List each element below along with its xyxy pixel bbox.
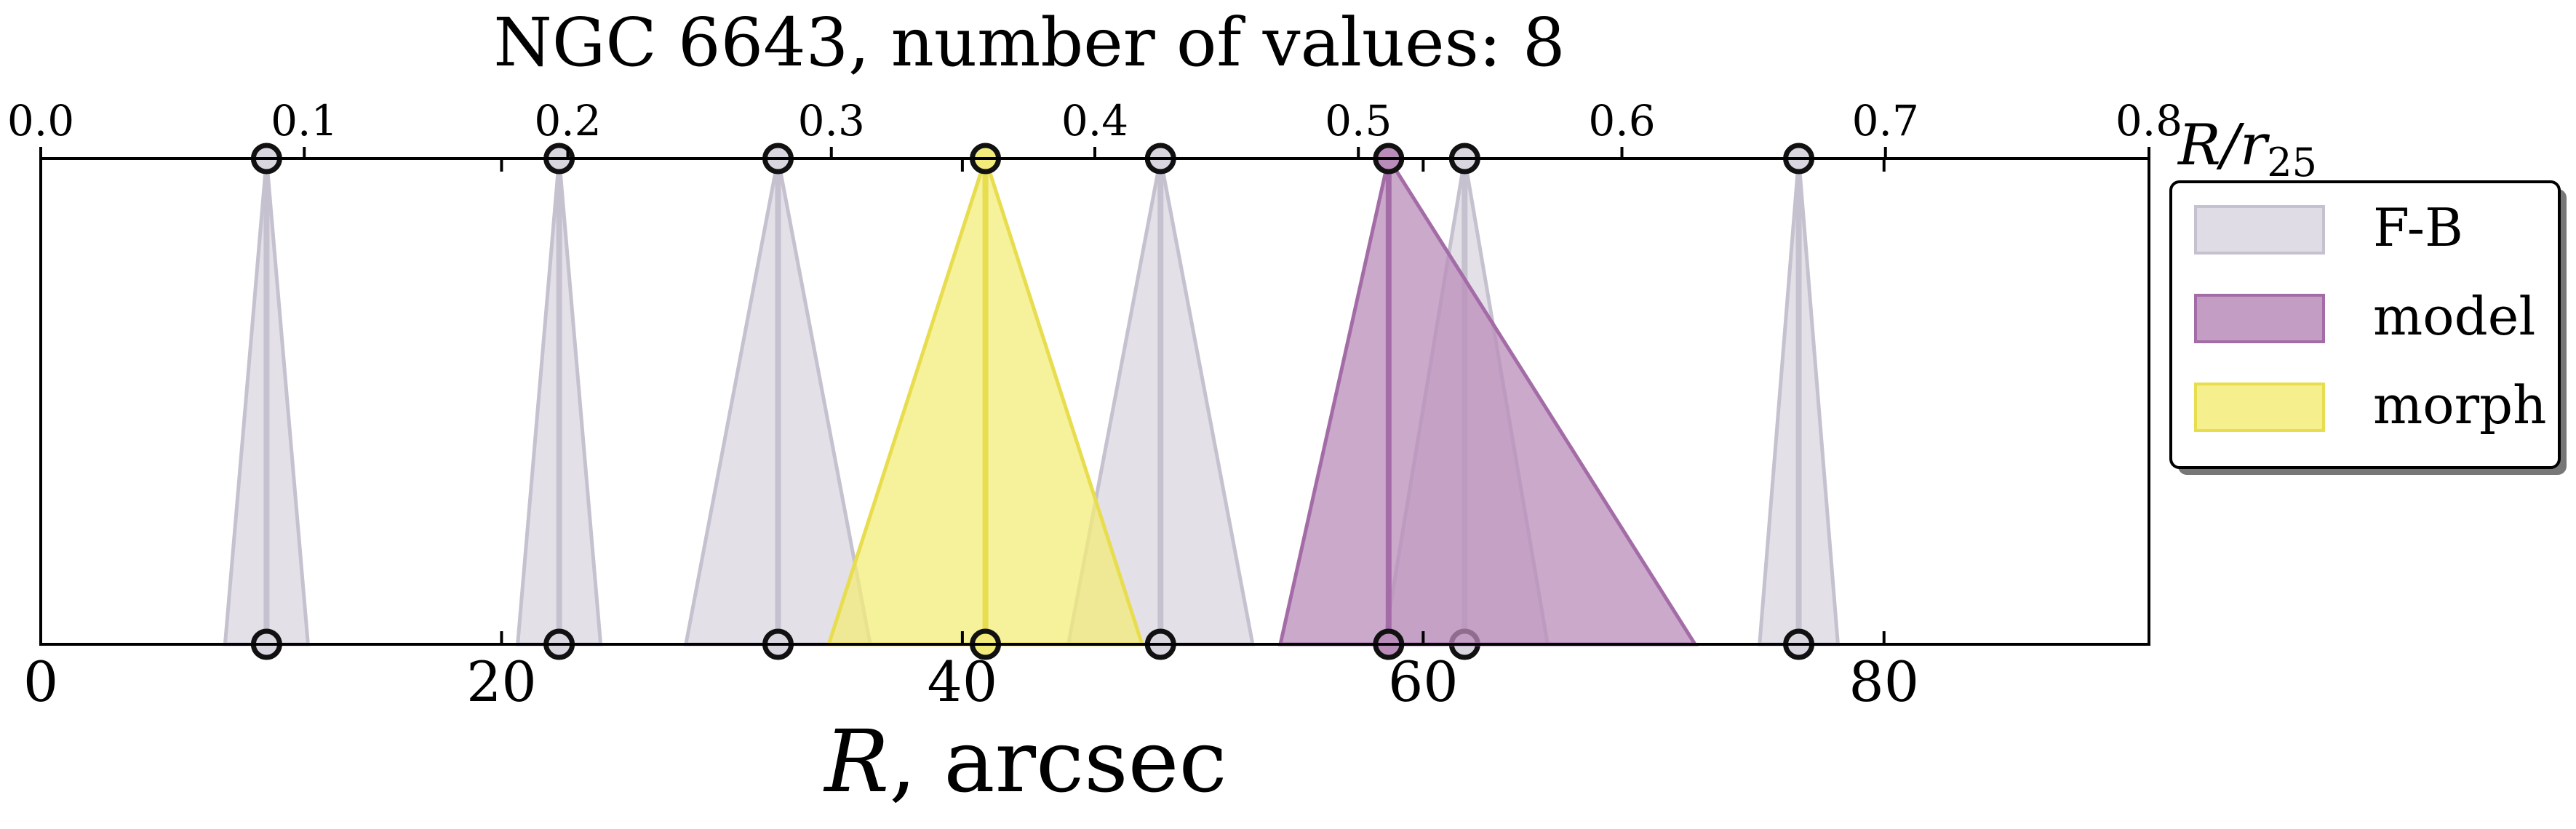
legend-swatch-model (2194, 294, 2325, 343)
top-tick-label-0.4: 0.4 (1061, 96, 1128, 145)
top-tick-label-0.0: 0.0 (7, 96, 74, 145)
top-tick-label-0.6: 0.6 (1588, 96, 1655, 145)
triangle-model-0 (1277, 153, 1699, 646)
legend-label-model: model (2373, 286, 2535, 347)
interval-F-B-0 (223, 143, 311, 660)
marks-layer (223, 143, 1841, 660)
bottom-tick-label-40: 40 (928, 649, 998, 714)
legend: F-B model morph (2169, 180, 2567, 475)
legend-label-morph: morph (2373, 375, 2547, 436)
interval-F-B-1 (515, 143, 603, 660)
top-tick-label-0.2: 0.2 (534, 96, 601, 145)
x-axis-label: R, arcsec (823, 711, 1227, 812)
legend-label-F-B: F-B (2373, 197, 2463, 258)
top-axis-label: R/r25 (2177, 113, 2317, 185)
top-tick-label-0.8: 0.8 (2116, 96, 2182, 145)
legend-swatch-F-B (2194, 205, 2325, 255)
top-tick-label-0.7: 0.7 (1852, 96, 1919, 145)
interval-F-B-5 (1758, 143, 1841, 660)
bottom-tick-label-0: 0 (23, 649, 58, 714)
legend-swatch-morph (2194, 383, 2325, 432)
bottom-axis: 0 20 40 60 80 (23, 159, 1919, 714)
top-axis: 0.0 0.1 0.2 0.3 0.4 0.5 0.6 0.7 0.8 (7, 96, 2182, 159)
chart-title: NGC 6643, number of values: 8 (493, 4, 1565, 81)
interval-F-B-2 (683, 143, 873, 660)
interval-model-0 (1277, 143, 1699, 660)
top-tick-label-0.1: 0.1 (271, 96, 338, 145)
bottom-tick-label-60: 60 (1388, 649, 1459, 714)
bottom-tick-label-80: 80 (1849, 649, 1919, 714)
top-tick-label-0.5: 0.5 (1325, 96, 1392, 145)
bottom-tick-label-20: 20 (466, 649, 537, 714)
interval-morph-0 (826, 143, 1145, 660)
top-tick-label-0.3: 0.3 (798, 96, 865, 145)
